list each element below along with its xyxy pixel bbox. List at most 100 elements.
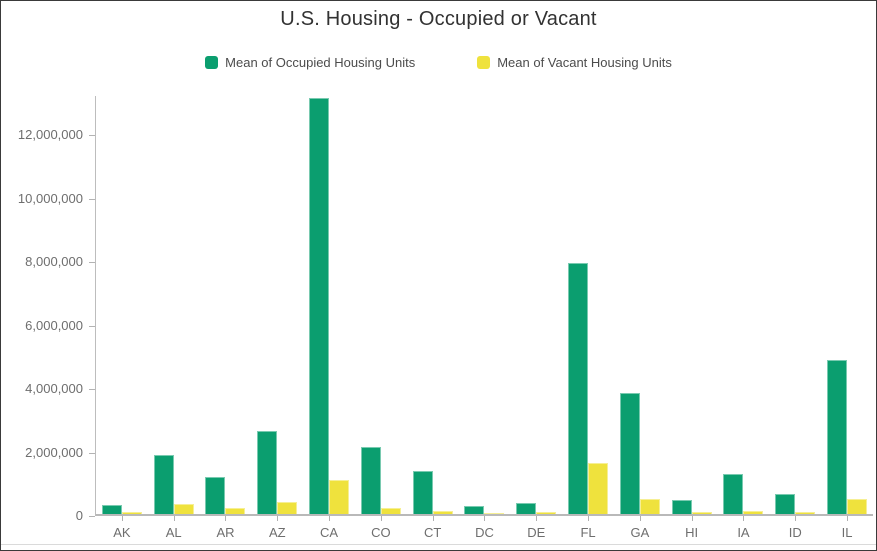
x-tick-mark <box>588 516 590 521</box>
bar-pair-AL <box>153 454 194 514</box>
legend-label-vacant: Mean of Vacant Housing Units <box>497 55 672 70</box>
bar-occupied-CO[interactable] <box>360 447 381 514</box>
x-tick-mark <box>121 516 123 521</box>
bar-occupied-GA[interactable] <box>619 392 640 514</box>
category-CT: CT <box>407 96 459 540</box>
bar-pair-ID <box>775 494 816 514</box>
x-tick-label-IA: IA <box>737 525 750 540</box>
bar-vacant-ID[interactable] <box>795 511 816 514</box>
bar-occupied-AZ[interactable] <box>257 430 278 514</box>
bar-occupied-CT[interactable] <box>412 470 433 514</box>
x-tick-mark <box>795 516 797 521</box>
y-tick-label: 0 <box>75 508 83 523</box>
y-tick-mark <box>89 325 95 327</box>
bar-pair-IA <box>723 474 764 514</box>
bar-vacant-AR[interactable] <box>225 508 246 514</box>
bar-vacant-IA[interactable] <box>743 510 764 514</box>
y-axis: 0 2,000,000 4,000,000 6,000,000 8,000,000 10,… <box>1 96 95 523</box>
bar-pair-DE <box>516 502 557 514</box>
x-tick-mark <box>639 516 641 521</box>
category-AL: AL <box>148 96 200 540</box>
legend-item-occupied[interactable]: Mean of Occupied Housing Units <box>205 55 415 70</box>
categories: AK AL AR AZ CA CO CT DC DE FL GA HI IA ID IL <box>96 96 873 540</box>
bar-occupied-HI[interactable] <box>671 500 692 514</box>
bar-pair-FL <box>568 262 609 514</box>
x-tick-mark <box>225 516 227 521</box>
x-tick-mark <box>432 516 434 521</box>
x-tick-label-AL: AL <box>165 525 182 540</box>
bar-occupied-ID[interactable] <box>775 494 796 514</box>
plot-area: AK AL AR AZ CA CO CT DC DE FL GA HI IA ID IL <box>95 96 873 540</box>
bar-pair-IL <box>827 360 868 514</box>
category-DC: DC <box>459 96 511 540</box>
bar-vacant-HI[interactable] <box>691 512 712 514</box>
bar-vacant-AL[interactable] <box>173 503 194 514</box>
bottom-divider <box>1 544 876 545</box>
x-tick-label-AK: AK <box>113 525 131 540</box>
category-IA: IA <box>718 96 770 540</box>
x-tick-label-GA: GA <box>630 525 650 540</box>
category-FL: FL <box>562 96 614 540</box>
x-tick-label-CO: CO <box>371 525 391 540</box>
legend-label-occupied: Mean of Occupied Housing Units <box>225 55 416 70</box>
y-tick-label: 2,000,000 <box>25 444 83 460</box>
bar-pair-CT <box>412 470 453 514</box>
category-GA: GA <box>614 96 666 540</box>
bar-occupied-IL[interactable] <box>827 360 848 514</box>
x-tick-label-ID: ID <box>788 525 802 540</box>
bar-vacant-AZ[interactable] <box>277 502 298 514</box>
bar-vacant-FL[interactable] <box>588 463 609 514</box>
category-HI: HI <box>666 96 718 540</box>
x-tick-label-FL: FL <box>580 525 596 540</box>
bar-vacant-CO[interactable] <box>380 507 401 514</box>
x-tick-mark <box>743 516 745 521</box>
bar-occupied-DE[interactable] <box>516 502 537 514</box>
y-tick-label: 6,000,000 <box>25 317 83 333</box>
bar-vacant-CT[interactable] <box>432 510 453 514</box>
bar-occupied-CA[interactable] <box>309 98 330 514</box>
bar-pair-HI <box>671 500 712 514</box>
bar-occupied-FL[interactable] <box>568 262 589 514</box>
x-tick-mark <box>277 516 279 521</box>
legend-item-vacant[interactable]: Mean of Vacant Housing Units <box>477 55 672 70</box>
bar-occupied-AK[interactable] <box>101 505 122 514</box>
category-AR: AR <box>200 96 252 540</box>
bar-occupied-IA[interactable] <box>723 474 744 514</box>
y-tick-mark <box>89 452 95 454</box>
bar-vacant-AK[interactable] <box>121 512 142 514</box>
bar-pair-GA <box>619 392 660 514</box>
x-tick-label-DC: DC <box>475 525 494 540</box>
bar-vacant-IL[interactable] <box>847 499 868 514</box>
y-tick-mark <box>89 262 95 263</box>
x-tick-mark <box>847 516 849 521</box>
bar-occupied-AR[interactable] <box>205 477 226 514</box>
legend-swatch-occupied-icon <box>205 56 219 69</box>
x-tick-mark <box>691 516 693 521</box>
legend-swatch-vacant-icon <box>477 56 491 69</box>
x-tick-label-AR: AR <box>216 525 235 540</box>
bar-vacant-GA[interactable] <box>639 499 660 514</box>
category-CA: CA <box>303 96 355 540</box>
category-DE: DE <box>510 96 562 540</box>
chart-title: U.S. Housing - Occupied or Vacant <box>280 8 597 30</box>
bar-pair-AR <box>205 477 246 514</box>
category-CO: CO <box>355 96 407 540</box>
x-tick-label-HI: HI <box>685 525 699 540</box>
y-tick-label: 10,000,000 <box>17 190 83 206</box>
x-tick-label-DE: DE <box>527 525 546 540</box>
x-tick-mark <box>329 516 331 521</box>
y-tick-label: 4,000,000 <box>25 381 83 396</box>
bar-pair-AK <box>101 505 142 514</box>
category-AZ: AZ <box>251 96 303 540</box>
x-tick-mark <box>380 516 382 521</box>
bar-vacant-CA[interactable] <box>329 479 350 514</box>
bar-vacant-DC[interactable] <box>484 513 505 514</box>
x-tick-label-CT: CT <box>424 525 442 540</box>
bar-occupied-DC[interactable] <box>464 505 485 514</box>
bar-occupied-AL[interactable] <box>153 454 174 514</box>
bar-pair-CO <box>360 447 401 514</box>
bar-pair-AZ <box>257 430 298 514</box>
bar-pair-CA <box>309 98 350 514</box>
bar-vacant-DE[interactable] <box>536 512 557 514</box>
